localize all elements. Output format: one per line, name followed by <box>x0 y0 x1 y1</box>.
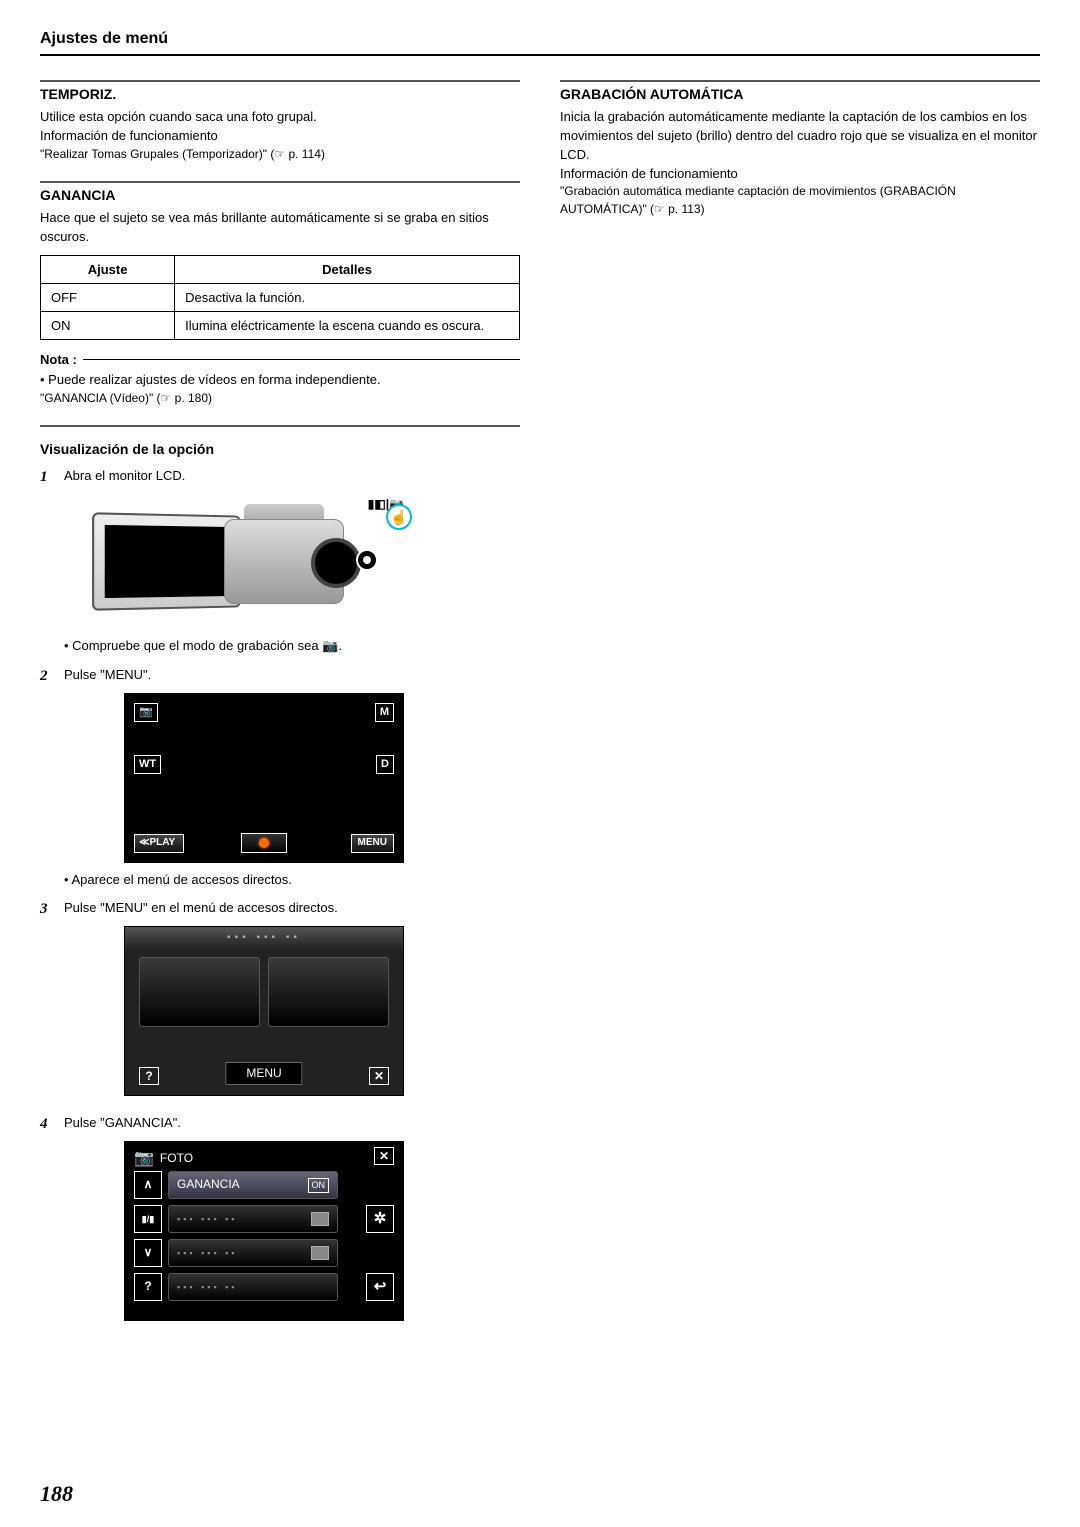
step1-text: Abra el monitor LCD. <box>64 467 520 486</box>
step-num: 2 <box>40 666 64 890</box>
down-icon[interactable]: ∨ <box>134 1239 162 1267</box>
touch-indicator-icon <box>386 504 412 530</box>
close-icon[interactable]: ✕ <box>369 1067 389 1085</box>
on-badge: ON <box>308 1178 330 1193</box>
menu-item[interactable]: ▪▪▪ ▪▪▪ ▪▪ <box>168 1239 338 1267</box>
camera-icon[interactable]: 📷 <box>134 703 158 723</box>
step2-text: Pulse "MENU". <box>64 666 520 685</box>
menu-item[interactable]: ▪▪▪ ▪▪▪ ▪▪ <box>168 1273 338 1301</box>
table-row: ON Ilumina eléctricamente la escena cuan… <box>41 311 520 339</box>
step-4: 4 Pulse "GANANCIA". 📷 FOTO ✕ ∧ ▮/▮ ∨ <box>40 1114 520 1329</box>
lcd-screen-3: 📷 FOTO ✕ ∧ ▮/▮ ∨ ? GANANCIA <box>124 1141 404 1321</box>
cam-body <box>224 519 344 604</box>
menu-item-label: ▪▪▪ ▪▪▪ ▪▪ <box>177 1247 238 1260</box>
camera-icon: 📷 <box>134 1147 154 1170</box>
close-icon[interactable]: ✕ <box>374 1147 394 1165</box>
divider <box>40 425 520 427</box>
menu-item[interactable]: ▪▪▪ ▪▪▪ ▪▪ <box>168 1205 338 1233</box>
up-icon[interactable]: ∧ <box>134 1171 162 1199</box>
step-2: 2 Pulse "MENU". 📷 M WT D ≪PLAY MENU Apar… <box>40 666 520 890</box>
back-icon[interactable]: ↩ <box>366 1273 394 1301</box>
shortcut-cell[interactable] <box>139 957 260 1027</box>
menu-item-label: GANANCIA <box>177 1176 240 1193</box>
menu-item-label: ▪▪▪ ▪▪▪ ▪▪ <box>177 1281 238 1294</box>
rec-button-icon <box>356 549 378 571</box>
rec-button[interactable] <box>241 833 287 853</box>
lcd-screen-2: ▪▪▪ ▪▪▪ ▪▪ ? MENU ✕ <box>124 926 404 1096</box>
step-1: 1 Abra el monitor LCD. ▮◧|📷 Compruebe qu… <box>40 467 520 656</box>
screen2-title: ▪▪▪ ▪▪▪ ▪▪ <box>125 927 403 949</box>
lcd-screen-1: 📷 M WT D ≪PLAY MENU <box>124 693 404 863</box>
thumb-icon <box>311 1246 329 1260</box>
nota-label: Nota : <box>40 352 77 367</box>
section-title-temporiz: TEMPORIZ. <box>40 86 520 102</box>
section-title-ganancia: GANANCIA <box>40 187 520 203</box>
play-button[interactable]: ≪PLAY <box>134 834 184 853</box>
menu-button[interactable]: MENU <box>225 1062 302 1085</box>
auto-ref: "Grabación automática mediante captación… <box>560 183 1040 218</box>
toggle-icon[interactable]: ▮/▮ <box>134 1205 162 1233</box>
td-detail: Desactiva la función. <box>175 283 520 311</box>
divider <box>560 80 1040 82</box>
step-num: 4 <box>40 1114 64 1329</box>
th-ajuste: Ajuste <box>41 255 175 283</box>
camcorder-illustration: ▮◧|📷 <box>94 494 404 629</box>
menu-item-ganancia[interactable]: GANANCIA ON <box>168 1171 338 1199</box>
divider <box>40 80 520 82</box>
auto-info: Información de funcionamiento <box>560 165 1040 184</box>
ganancia-desc: Hace que el sujeto se vea más brillante … <box>40 209 520 247</box>
temporiz-info: Información de funcionamiento <box>40 127 520 146</box>
step3-text: Pulse "MENU" en el menú de accesos direc… <box>64 899 520 918</box>
step-num: 1 <box>40 467 64 656</box>
menu-item-label: ▪▪▪ ▪▪▪ ▪▪ <box>177 1213 238 1226</box>
d-icon[interactable]: D <box>376 755 394 775</box>
wt-icon[interactable]: WT <box>134 755 161 775</box>
help-icon[interactable]: ? <box>134 1273 162 1301</box>
nota-ref: "GANANCIA (Vídeo)" (☞ p. 180) <box>40 390 520 407</box>
section-titleขauto: GRABACIÓN AUTOMÁTICA <box>560 86 1040 102</box>
ganancia-table: Ajuste Detalles OFF Desactiva la función… <box>40 255 520 340</box>
temporiz-desc: Utilice esta opción cuando saca una foto… <box>40 108 520 127</box>
divider <box>40 181 520 183</box>
step-num: 3 <box>40 899 64 1104</box>
step-3: 3 Pulse "MENU" en el menú de accesos dir… <box>40 899 520 1104</box>
m-icon[interactable]: M <box>375 703 394 723</box>
lens-icon <box>311 538 361 588</box>
step2-after: Aparece el menú de accesos directos. <box>64 871 520 890</box>
page-number: 188 <box>40 1481 73 1507</box>
foto-label: FOTO <box>160 1150 193 1167</box>
table-row: OFF Desactiva la función. <box>41 283 520 311</box>
gear-icon[interactable]: ✲ <box>366 1205 394 1233</box>
shortcut-cell[interactable] <box>268 957 389 1027</box>
lcd-panel <box>92 512 241 610</box>
visual-title: Visualización de la opción <box>40 441 520 457</box>
step1-check: Compruebe que el modo de grabación sea 📷… <box>64 637 520 656</box>
td-setting: OFF <box>41 283 175 311</box>
auto-desc: Inicia la grabación automáticamente medi… <box>560 108 1040 165</box>
th-detalles: Detalles <box>175 255 520 283</box>
nota-line <box>83 359 520 360</box>
td-setting: ON <box>41 311 175 339</box>
temporiz-ref: "Realizar Tomas Grupales (Temporizador)"… <box>40 146 520 163</box>
nota-header: Nota : <box>40 352 520 367</box>
td-detail: Ilumina eléctricamente la escena cuando … <box>175 311 520 339</box>
menu-button[interactable]: MENU <box>351 834 394 853</box>
page-header: Ajustes de menú <box>40 30 1040 56</box>
step4-text: Pulse "GANANCIA". <box>64 1114 520 1133</box>
nota-bullet: Puede realizar ajustes de vídeos en form… <box>40 371 520 390</box>
help-icon[interactable]: ? <box>139 1067 159 1085</box>
thumb-icon <box>311 1212 329 1226</box>
